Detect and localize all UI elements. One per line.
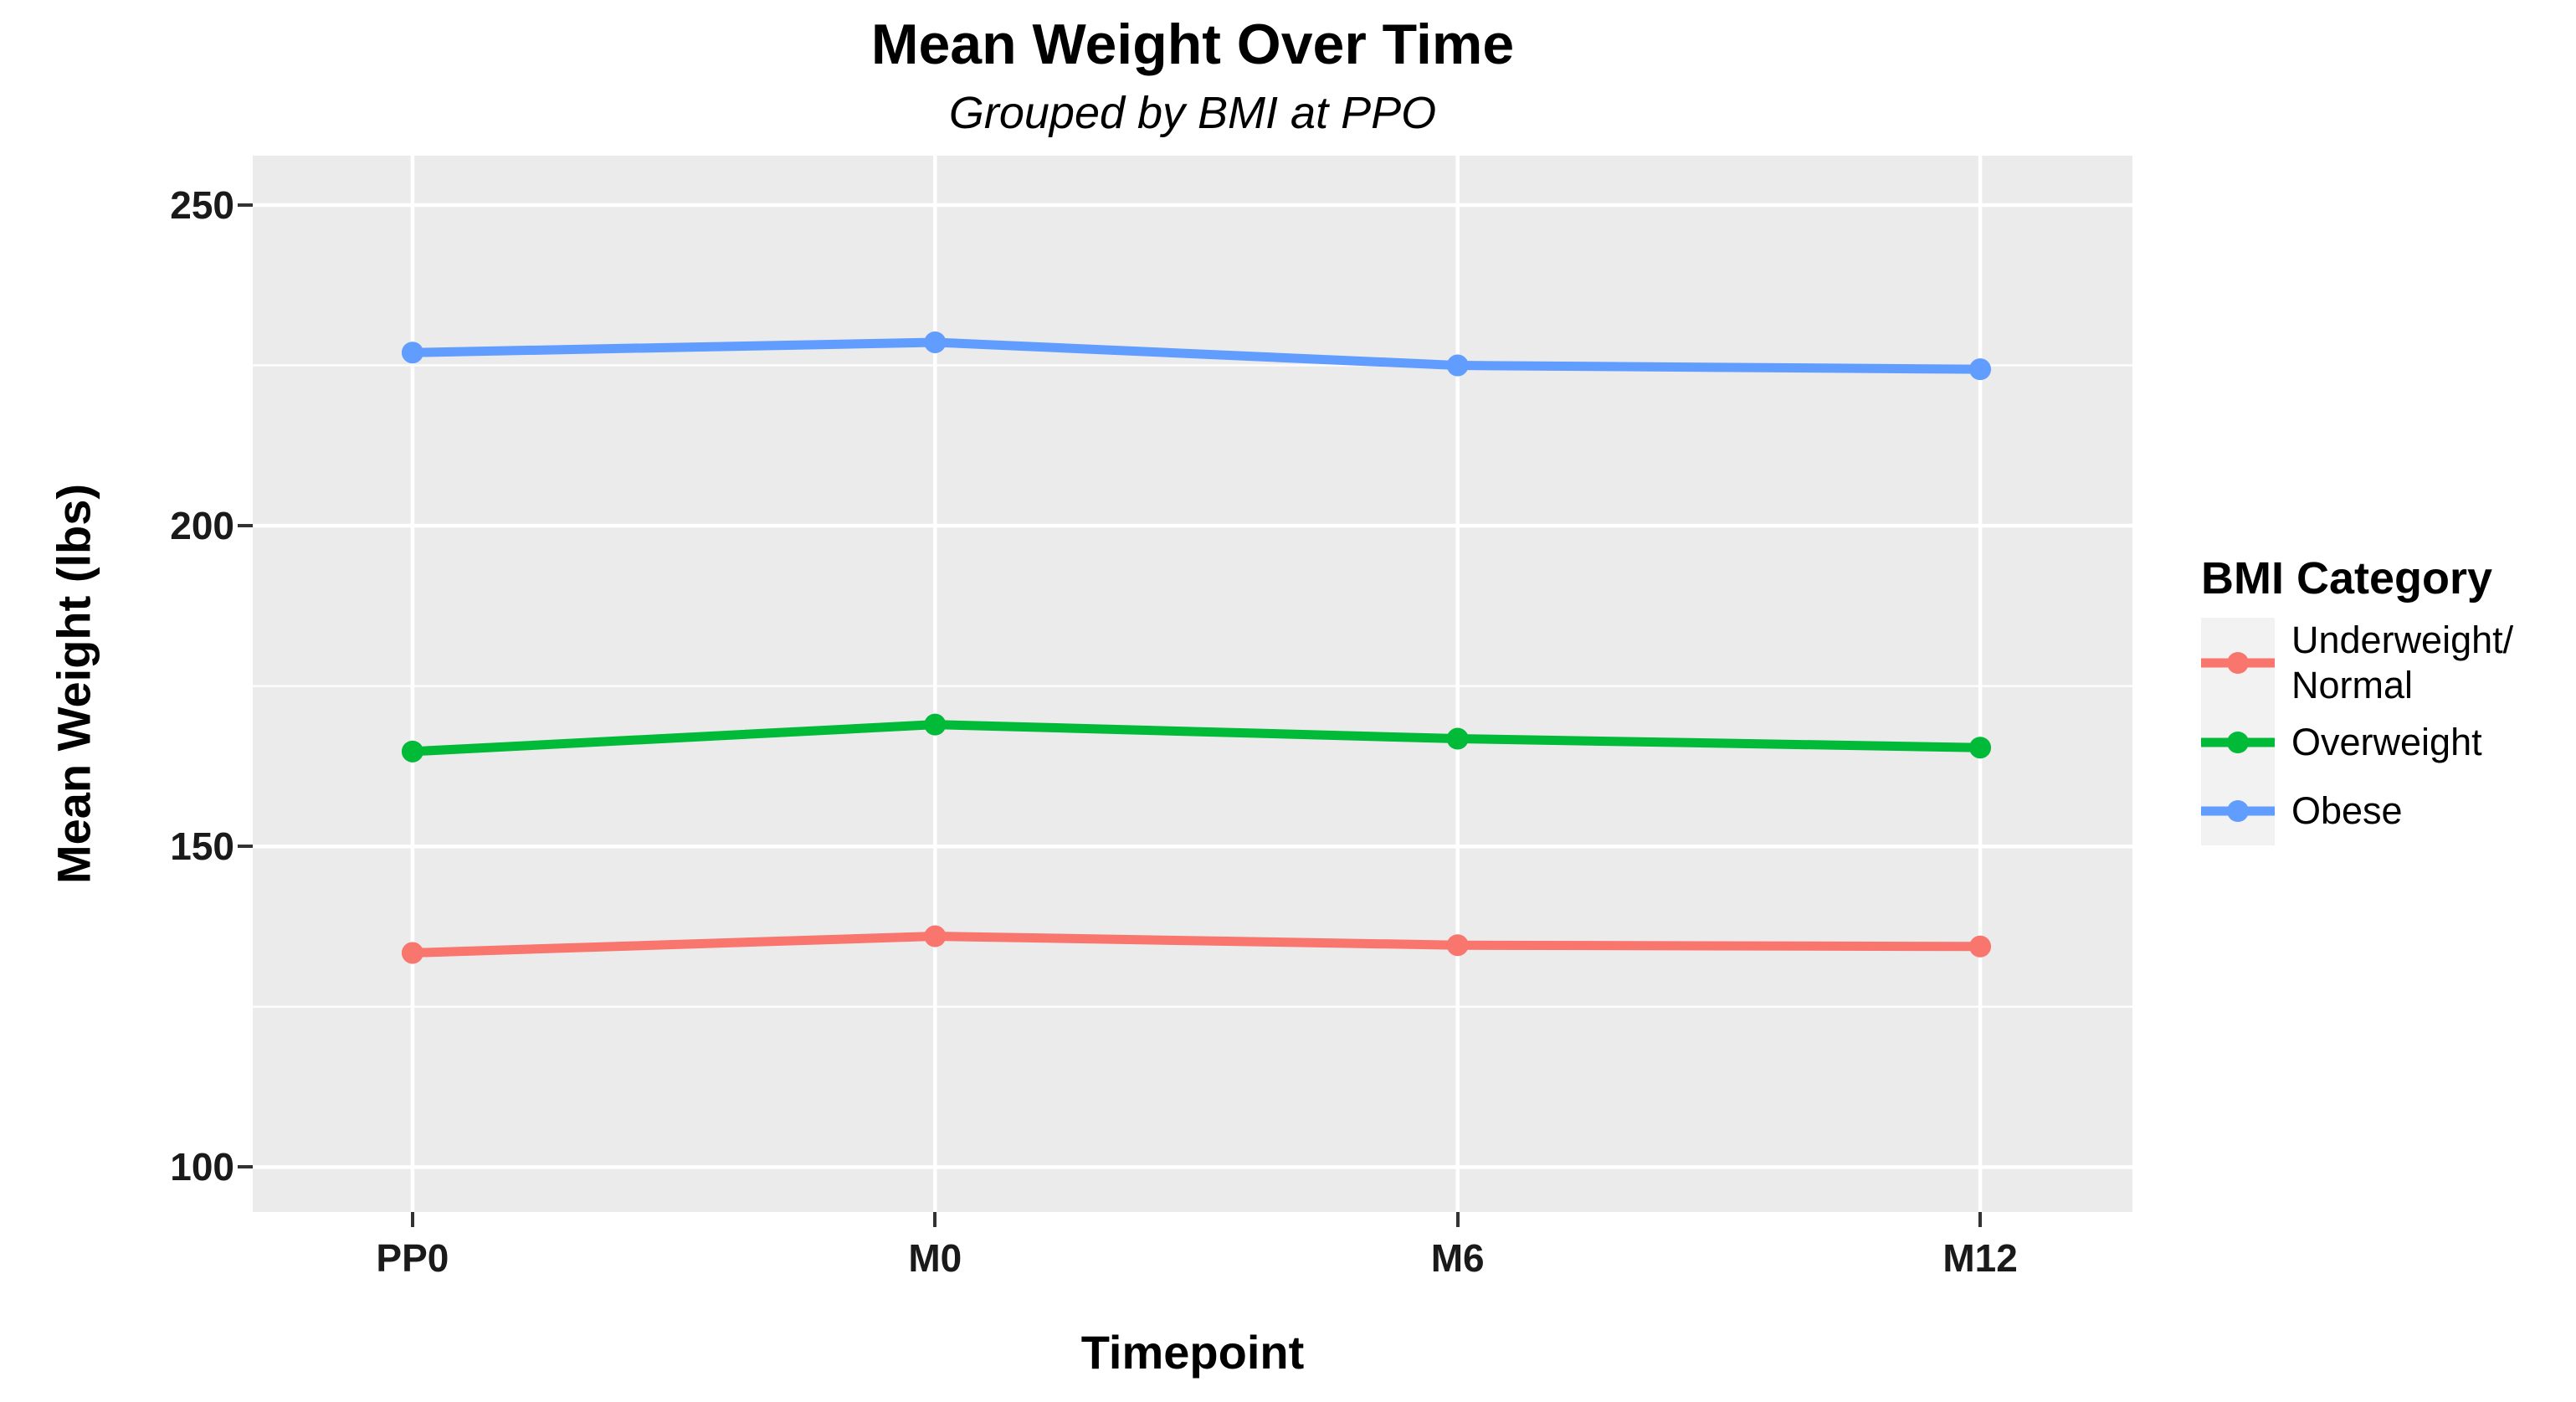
legend-label-line: Overweight bbox=[2291, 721, 2482, 763]
y-tick-mark bbox=[238, 1165, 253, 1169]
y-tick-label: 100 bbox=[170, 1145, 234, 1189]
series-line bbox=[408, 337, 1985, 374]
x-axis-title: Timepoint bbox=[1080, 1326, 1305, 1379]
y-axis-title: Mean Weight (lbs) bbox=[47, 483, 100, 885]
data-point bbox=[1969, 737, 1992, 759]
y-tick-mark bbox=[238, 203, 253, 207]
x-tick-label: PP0 bbox=[376, 1236, 449, 1280]
legend-item-label: Overweight bbox=[2275, 720, 2482, 765]
legend-item: Obese bbox=[2201, 777, 2513, 845]
legend-label-line: Normal bbox=[2291, 664, 2414, 706]
legend-key-glyph bbox=[2201, 800, 2275, 822]
data-point bbox=[401, 942, 423, 964]
plot-panel bbox=[253, 156, 2132, 1212]
legend-title: BMI Category bbox=[2201, 553, 2493, 603]
legend-label-line: Underweight/ bbox=[2291, 619, 2514, 661]
legend-key-icon bbox=[2201, 618, 2275, 708]
data-point bbox=[401, 740, 423, 763]
data-point bbox=[924, 925, 947, 948]
x-tick-label: M0 bbox=[908, 1236, 962, 1280]
data-point bbox=[401, 342, 423, 364]
x-tick-mark bbox=[1455, 1212, 1460, 1227]
data-point bbox=[1446, 727, 1469, 750]
series-line bbox=[408, 720, 1985, 757]
data-point bbox=[1446, 934, 1469, 957]
y-tick-label: 200 bbox=[170, 504, 234, 548]
x-tick-label: M6 bbox=[1430, 1236, 1485, 1280]
data-point bbox=[924, 331, 947, 353]
y-tick-label: 250 bbox=[170, 183, 234, 227]
legend: BMI Category Underweight/Normal Overweigh… bbox=[2201, 552, 2513, 845]
data-point bbox=[1446, 354, 1469, 377]
legend-item-label: Underweight/Normal bbox=[2275, 618, 2513, 708]
x-tick-mark bbox=[933, 1212, 937, 1227]
x-tick-mark bbox=[1978, 1212, 1983, 1227]
series-line bbox=[408, 932, 1985, 958]
chart-subtitle: Grouped by BMI at PPO bbox=[948, 88, 1437, 138]
data-point bbox=[1969, 358, 1992, 381]
y-tick-label: 150 bbox=[170, 824, 234, 869]
y-tick-mark bbox=[238, 524, 253, 528]
chart-title: Mean Weight Over Time bbox=[870, 13, 1515, 76]
legend-item: Overweight bbox=[2201, 708, 2513, 777]
data-point bbox=[1969, 935, 1992, 958]
data-point bbox=[924, 713, 947, 736]
x-tick-mark bbox=[410, 1212, 414, 1227]
legend-key-icon bbox=[2201, 708, 2275, 777]
plot-area-svg bbox=[253, 156, 2132, 1212]
legend-label-line: Obese bbox=[2291, 789, 2403, 832]
legend-key-glyph bbox=[2201, 652, 2275, 674]
legend-key-icon bbox=[2201, 777, 2275, 845]
legend-items: Underweight/Normal Overweight Obese bbox=[2201, 618, 2513, 845]
legend-key-glyph bbox=[2201, 732, 2275, 753]
x-tick-label: M12 bbox=[1942, 1236, 2018, 1280]
y-tick-mark bbox=[238, 845, 253, 849]
legend-item-label: Obese bbox=[2275, 788, 2403, 834]
legend-item: Underweight/Normal bbox=[2201, 618, 2513, 708]
